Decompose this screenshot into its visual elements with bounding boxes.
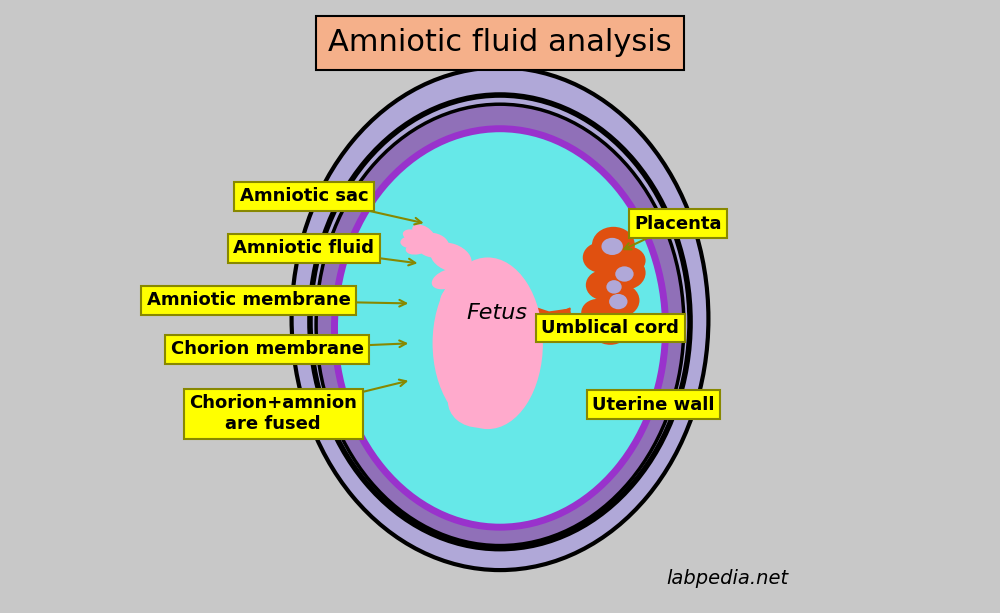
Ellipse shape [583,242,620,273]
Ellipse shape [609,294,628,310]
Text: Chorion membrane: Chorion membrane [171,340,364,359]
Text: labpedia.net: labpedia.net [666,569,788,588]
Ellipse shape [412,224,435,242]
Ellipse shape [292,67,708,570]
Ellipse shape [432,268,464,289]
Ellipse shape [606,256,646,290]
Text: Uterine wall: Uterine wall [592,395,714,414]
Text: Placenta: Placenta [634,215,722,233]
Ellipse shape [334,129,666,527]
Ellipse shape [606,280,622,294]
Text: Amniotic fluid analysis: Amniotic fluid analysis [328,28,672,58]
Ellipse shape [474,370,519,408]
Ellipse shape [590,311,630,345]
Ellipse shape [600,321,618,337]
Ellipse shape [600,283,639,318]
Ellipse shape [612,247,646,275]
Ellipse shape [406,242,429,254]
PathPatch shape [509,305,570,338]
Ellipse shape [483,359,530,402]
Ellipse shape [416,233,449,257]
Ellipse shape [316,104,684,546]
Text: Amniotic sac: Amniotic sac [240,187,368,205]
Ellipse shape [433,257,543,429]
Text: Fetus: Fetus [466,303,527,322]
Text: Chorion+amnion
are fused: Chorion+amnion are fused [189,394,357,433]
Ellipse shape [581,299,615,327]
Ellipse shape [592,227,635,264]
Ellipse shape [403,229,426,243]
Text: Amniotic membrane: Amniotic membrane [147,291,351,310]
Ellipse shape [615,266,634,282]
Text: Umblical cord: Umblical cord [541,319,679,337]
Ellipse shape [601,238,623,255]
Text: Amniotic fluid: Amniotic fluid [233,239,374,257]
Ellipse shape [448,375,509,428]
Ellipse shape [430,243,472,272]
Ellipse shape [440,281,474,307]
Ellipse shape [586,270,623,300]
Ellipse shape [400,236,422,248]
